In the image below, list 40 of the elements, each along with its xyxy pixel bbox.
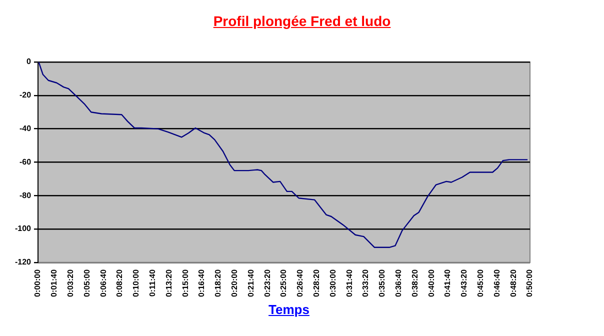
x-tick-label: 0:01:40 [50,268,59,298]
y-tick-label: 0 [26,57,32,66]
y-tick-label: -80 [19,190,32,200]
x-tick-label: 0:08:20 [115,268,124,298]
x-tick-label: 0:43:20 [460,268,469,298]
x-tick-label: 0:21:40 [246,268,256,298]
x-tick-label: 0:38:20 [410,268,420,298]
x-tick-label: 0:10:00 [132,268,141,298]
y-tick-label: -60 [19,157,32,166]
x-tick-label: 0:23:20 [262,268,272,298]
x-tick-label: 0:25:00 [279,268,288,298]
x-tick-label: 0:50:00 [525,268,534,298]
x-tick-label: 0:16:40 [197,268,206,298]
x-tick-label: 0:45:00 [476,268,486,298]
x-tick-label: 0:15:00 [180,268,190,298]
y-tick-label: -40 [19,124,32,134]
x-tick-label: 0:00:00 [33,268,42,298]
x-tick-label: 0:05:00 [82,268,92,298]
x-tick-label: 0:30:00 [328,268,338,298]
x-tick-label: 0:20:00 [230,268,240,298]
x-tick-label: 0:26:40 [296,268,305,298]
x-tick-label: 0:41:40 [443,268,452,298]
y-tick-label: -100 [14,224,32,234]
y-tick-label: -120 [14,258,32,267]
x-tick-label: 0:11:40 [148,268,158,297]
x-axis-title: Temps [268,302,310,317]
x-tick-label: 0:06:40 [98,268,108,298]
x-tick-label: 0:36:40 [394,268,404,298]
x-tick-label: 0:33:20 [361,268,370,298]
x-tick-label: 0:46:40 [492,268,502,298]
x-tick-label: 0:40:00 [426,268,436,298]
chart-title: Profil plongée Fred et ludo [213,13,391,29]
x-tick-label: 0:18:20 [214,268,223,298]
x-tick-label: 0:31:40 [344,268,354,298]
x-tick-label: 0:13:20 [164,268,174,298]
x-tick-label: 0:28:20 [312,268,322,298]
y-tick-label: -20 [19,90,32,100]
x-tick-label: 0:35:00 [378,268,387,298]
x-tick-label: 0:03:20 [66,268,76,298]
x-tick-label: 0:48:20 [508,268,518,298]
